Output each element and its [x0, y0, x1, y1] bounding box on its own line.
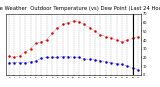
Text: Milwaukee Weather  Outdoor Temperature (vs) Dew Point (Last 24 Hours): Milwaukee Weather Outdoor Temperature (v… [0, 6, 160, 11]
